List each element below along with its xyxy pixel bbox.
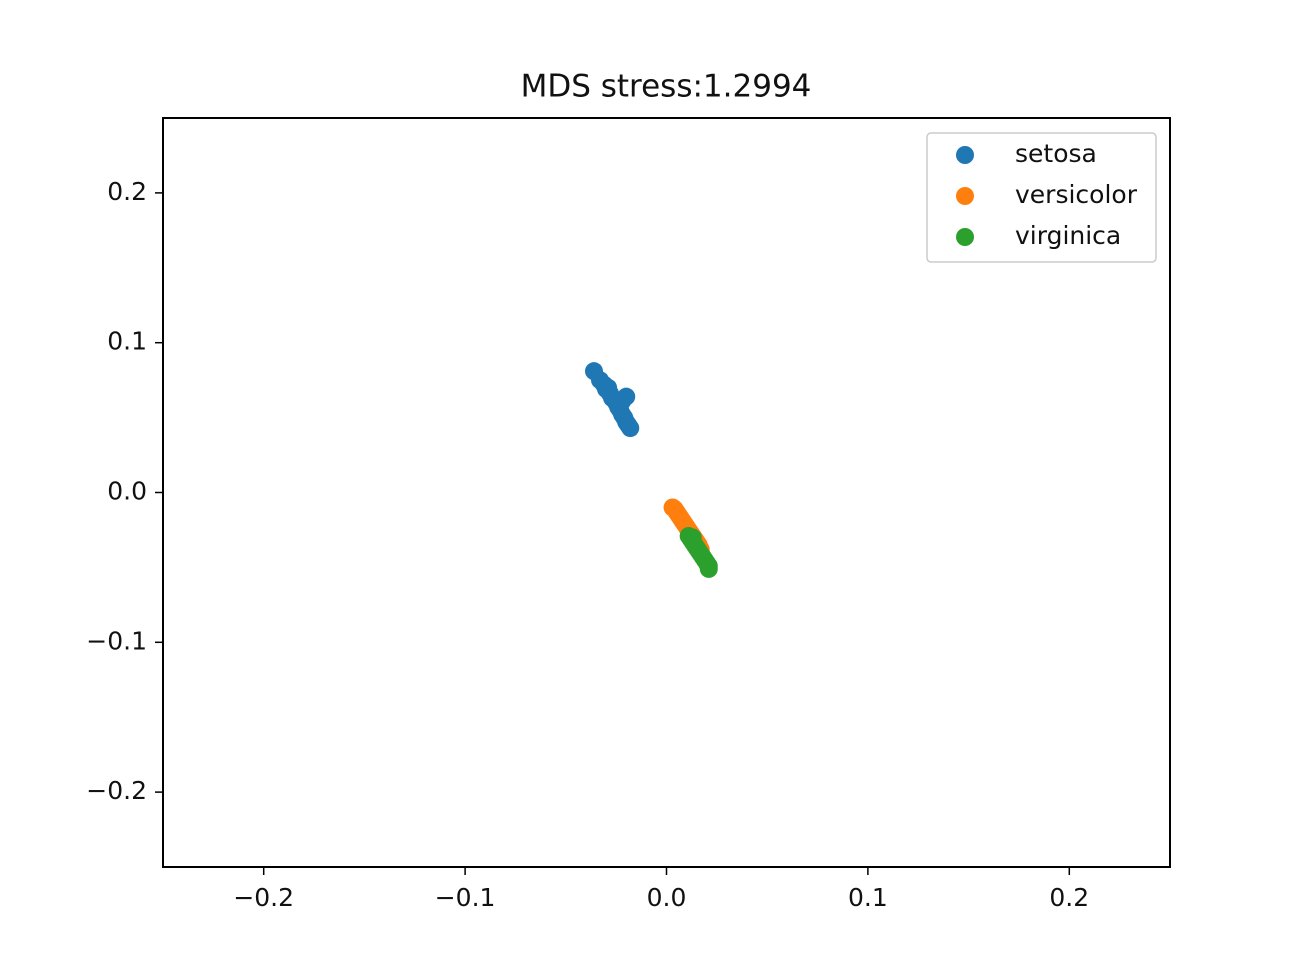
y-tick-label: 0.1 bbox=[107, 327, 147, 356]
legend-marker bbox=[956, 187, 974, 205]
legend-label: versicolor bbox=[1015, 180, 1138, 209]
y-tick-label: −0.2 bbox=[86, 776, 147, 805]
point bbox=[613, 392, 632, 411]
x-tick-label: −0.2 bbox=[233, 883, 294, 912]
legend-marker bbox=[956, 146, 974, 164]
chart-title: MDS stress:1.2994 bbox=[521, 69, 812, 105]
legend-box bbox=[926, 132, 1157, 263]
point bbox=[621, 419, 640, 438]
legend-marker bbox=[956, 228, 974, 246]
y-tick-label: 0.2 bbox=[107, 177, 147, 206]
y-tick-label: 0.0 bbox=[107, 477, 147, 506]
plot-frame bbox=[162, 117, 1171, 868]
x-tick-label: −0.1 bbox=[435, 883, 496, 912]
x-tick-label: 0.2 bbox=[1049, 883, 1089, 912]
legend-label: virginica bbox=[1015, 221, 1121, 250]
x-tick-label: 0.0 bbox=[647, 883, 687, 912]
y-tick-label: −0.1 bbox=[86, 626, 147, 655]
legend-label: setosa bbox=[1015, 139, 1097, 168]
point bbox=[699, 559, 718, 578]
point bbox=[683, 528, 702, 547]
x-tick-label: 0.1 bbox=[848, 883, 888, 912]
